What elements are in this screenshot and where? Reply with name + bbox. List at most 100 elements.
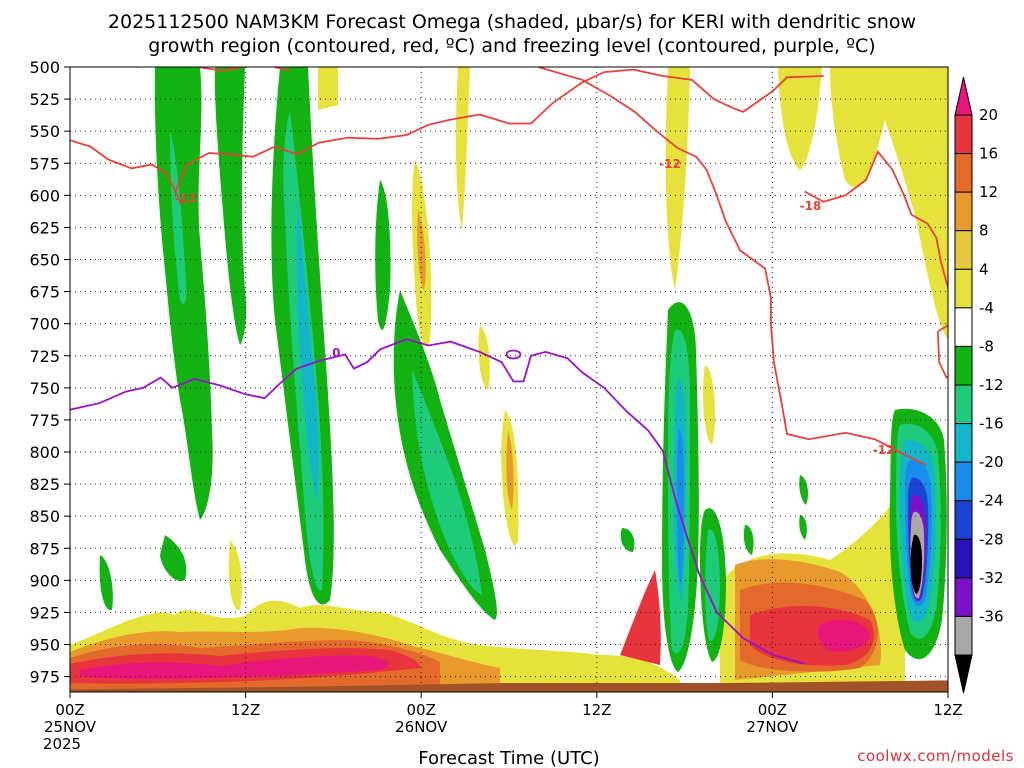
y-tick-label: 850 bbox=[29, 507, 60, 526]
shade-yellow-col9 bbox=[478, 325, 490, 390]
colorbar-label: -20 bbox=[979, 453, 1004, 471]
y-tick-label: 625 bbox=[29, 218, 60, 237]
shade-yellow-col1 bbox=[318, 67, 338, 110]
chart-title-line2: growth region (contoured, red, ºC) and f… bbox=[148, 35, 875, 57]
colorbar-cell bbox=[954, 461, 973, 502]
y-tick-label: 900 bbox=[29, 571, 60, 590]
contour-lines: -12 -12 -12 -18 0 bbox=[70, 67, 948, 665]
shade-green-blob3 bbox=[620, 528, 635, 552]
x-tick-label: 00Z bbox=[758, 701, 787, 719]
colorbar-label: -4 bbox=[979, 299, 994, 317]
colorbar-label: -16 bbox=[979, 415, 1004, 433]
shade-green-blob6 bbox=[799, 515, 807, 540]
colorbar-cell bbox=[954, 500, 973, 540]
colorbar-label: 4 bbox=[979, 260, 989, 278]
shade-orange-col bbox=[417, 210, 426, 290]
y-tick-label: 725 bbox=[29, 347, 60, 366]
y-tick-label: 575 bbox=[29, 154, 60, 173]
colorbar-cell bbox=[954, 423, 973, 463]
shade-green-col2 bbox=[214, 67, 247, 345]
y-tick-label: 775 bbox=[29, 411, 60, 430]
freezing-level-contour bbox=[70, 338, 805, 665]
chart-grid bbox=[70, 67, 948, 692]
y-tick-label: 975 bbox=[29, 668, 60, 687]
colorbar-label: 20 bbox=[979, 106, 998, 124]
x-tick-label: 12Z bbox=[582, 701, 611, 719]
colorbar-label: -32 bbox=[979, 569, 1004, 587]
colorbar-cell bbox=[954, 577, 973, 617]
shade-teal-col1 bbox=[170, 130, 187, 304]
plot-frame bbox=[69, 66, 949, 693]
colorbar-cell bbox=[954, 538, 973, 579]
snow-growth-contour-label: -12 bbox=[659, 157, 681, 171]
snow-growth-contour-label: -18 bbox=[800, 199, 822, 213]
colorbar-label: -8 bbox=[979, 337, 994, 355]
x-axis-label: Forecast Time (UTC) bbox=[418, 748, 599, 768]
shade-yellow-col5 bbox=[665, 67, 690, 290]
plot-area: -12 -12 -12 -18 0 bbox=[70, 67, 948, 692]
colorbar-label: 8 bbox=[979, 222, 989, 240]
colorbar-label: 16 bbox=[979, 145, 998, 163]
shade-red-mid bbox=[620, 570, 661, 665]
y-tick-label: 525 bbox=[29, 90, 60, 109]
y-tick-label: 750 bbox=[29, 379, 60, 398]
colorbar-cell bbox=[954, 384, 973, 425]
colorbar-label: -24 bbox=[979, 492, 1004, 510]
shade-green-col5 bbox=[375, 180, 391, 330]
y-tick-label: 700 bbox=[29, 315, 60, 334]
colorbar-cell bbox=[954, 345, 973, 386]
colorbar-cell bbox=[954, 307, 973, 347]
y-tick-label: 875 bbox=[29, 539, 60, 558]
shade-yellow-col7 bbox=[830, 67, 948, 340]
y-tick-label: 925 bbox=[29, 603, 60, 622]
colorbar: 20 16 12 8 4 -4 -8 -12 -16 -20 -24 -28 -32 -36 bbox=[954, 76, 1004, 694]
x-tick-label: 00Z bbox=[407, 701, 436, 719]
y-tick-label: 550 bbox=[29, 122, 60, 141]
shade-yellow-col6 bbox=[778, 67, 822, 170]
snow-growth-contour bbox=[174, 68, 634, 192]
x-tick-date: 26NOV bbox=[395, 718, 448, 736]
snow-growth-contour bbox=[936, 324, 948, 380]
colorbar-label: 12 bbox=[979, 183, 998, 201]
shade-yellow-col3 bbox=[455, 67, 470, 230]
y-tick-label: 600 bbox=[29, 186, 60, 205]
snow-growth-contour bbox=[70, 139, 183, 205]
colorbar-label: -36 bbox=[979, 607, 1004, 625]
credit-text: coolwx.com/models bbox=[857, 747, 1014, 765]
colorbar-cell bbox=[954, 230, 973, 270]
snow-growth-contour bbox=[135, 67, 290, 72]
shade-cyan-col3 bbox=[296, 200, 319, 500]
y-tick-label: 675 bbox=[29, 283, 60, 302]
shade-green-blob4 bbox=[743, 525, 754, 555]
colorbar-cell bbox=[954, 615, 973, 656]
snow-growth-contour bbox=[633, 68, 824, 113]
shade-green-blob1 bbox=[99, 555, 113, 611]
shade-teal-col4 bbox=[412, 370, 482, 595]
freezing-level-contour-label: 0 bbox=[332, 346, 340, 360]
y-tick-label: 800 bbox=[29, 443, 60, 462]
snow-growth-contour bbox=[538, 67, 927, 466]
y-axis: 500 525 550 575 600 625 650 675 700 725 750 775 800 8… bbox=[29, 58, 70, 687]
shade-magenta-right bbox=[817, 619, 870, 652]
shade-yellow-col8 bbox=[228, 540, 242, 611]
x-tick-date: 27NOV bbox=[746, 718, 799, 736]
colorbar-cell bbox=[954, 654, 973, 694]
shade-blue-col6 bbox=[677, 429, 684, 585]
colorbar-label: -28 bbox=[979, 530, 1004, 548]
colorbar-label: -12 bbox=[979, 376, 1004, 394]
y-tick-label: 825 bbox=[29, 475, 60, 494]
shade-orange-col2 bbox=[506, 430, 514, 510]
y-tick-label: 500 bbox=[29, 58, 60, 77]
x-tick-label: 00Z bbox=[55, 701, 84, 719]
shade-green-blob5 bbox=[799, 475, 808, 505]
snow-growth-contour-label: -12 bbox=[175, 191, 197, 205]
shade-magenta-low bbox=[80, 655, 389, 679]
shade-black-col8 bbox=[910, 534, 922, 594]
shade-green-blob2 bbox=[160, 535, 187, 581]
chart-title-line1: 2025112500 NAM3KM Forecast Omega (shaded… bbox=[108, 11, 916, 33]
shading-rising bbox=[99, 67, 947, 672]
y-tick-label: 650 bbox=[29, 251, 60, 270]
snow-growth-contour-label: -12 bbox=[873, 443, 895, 457]
